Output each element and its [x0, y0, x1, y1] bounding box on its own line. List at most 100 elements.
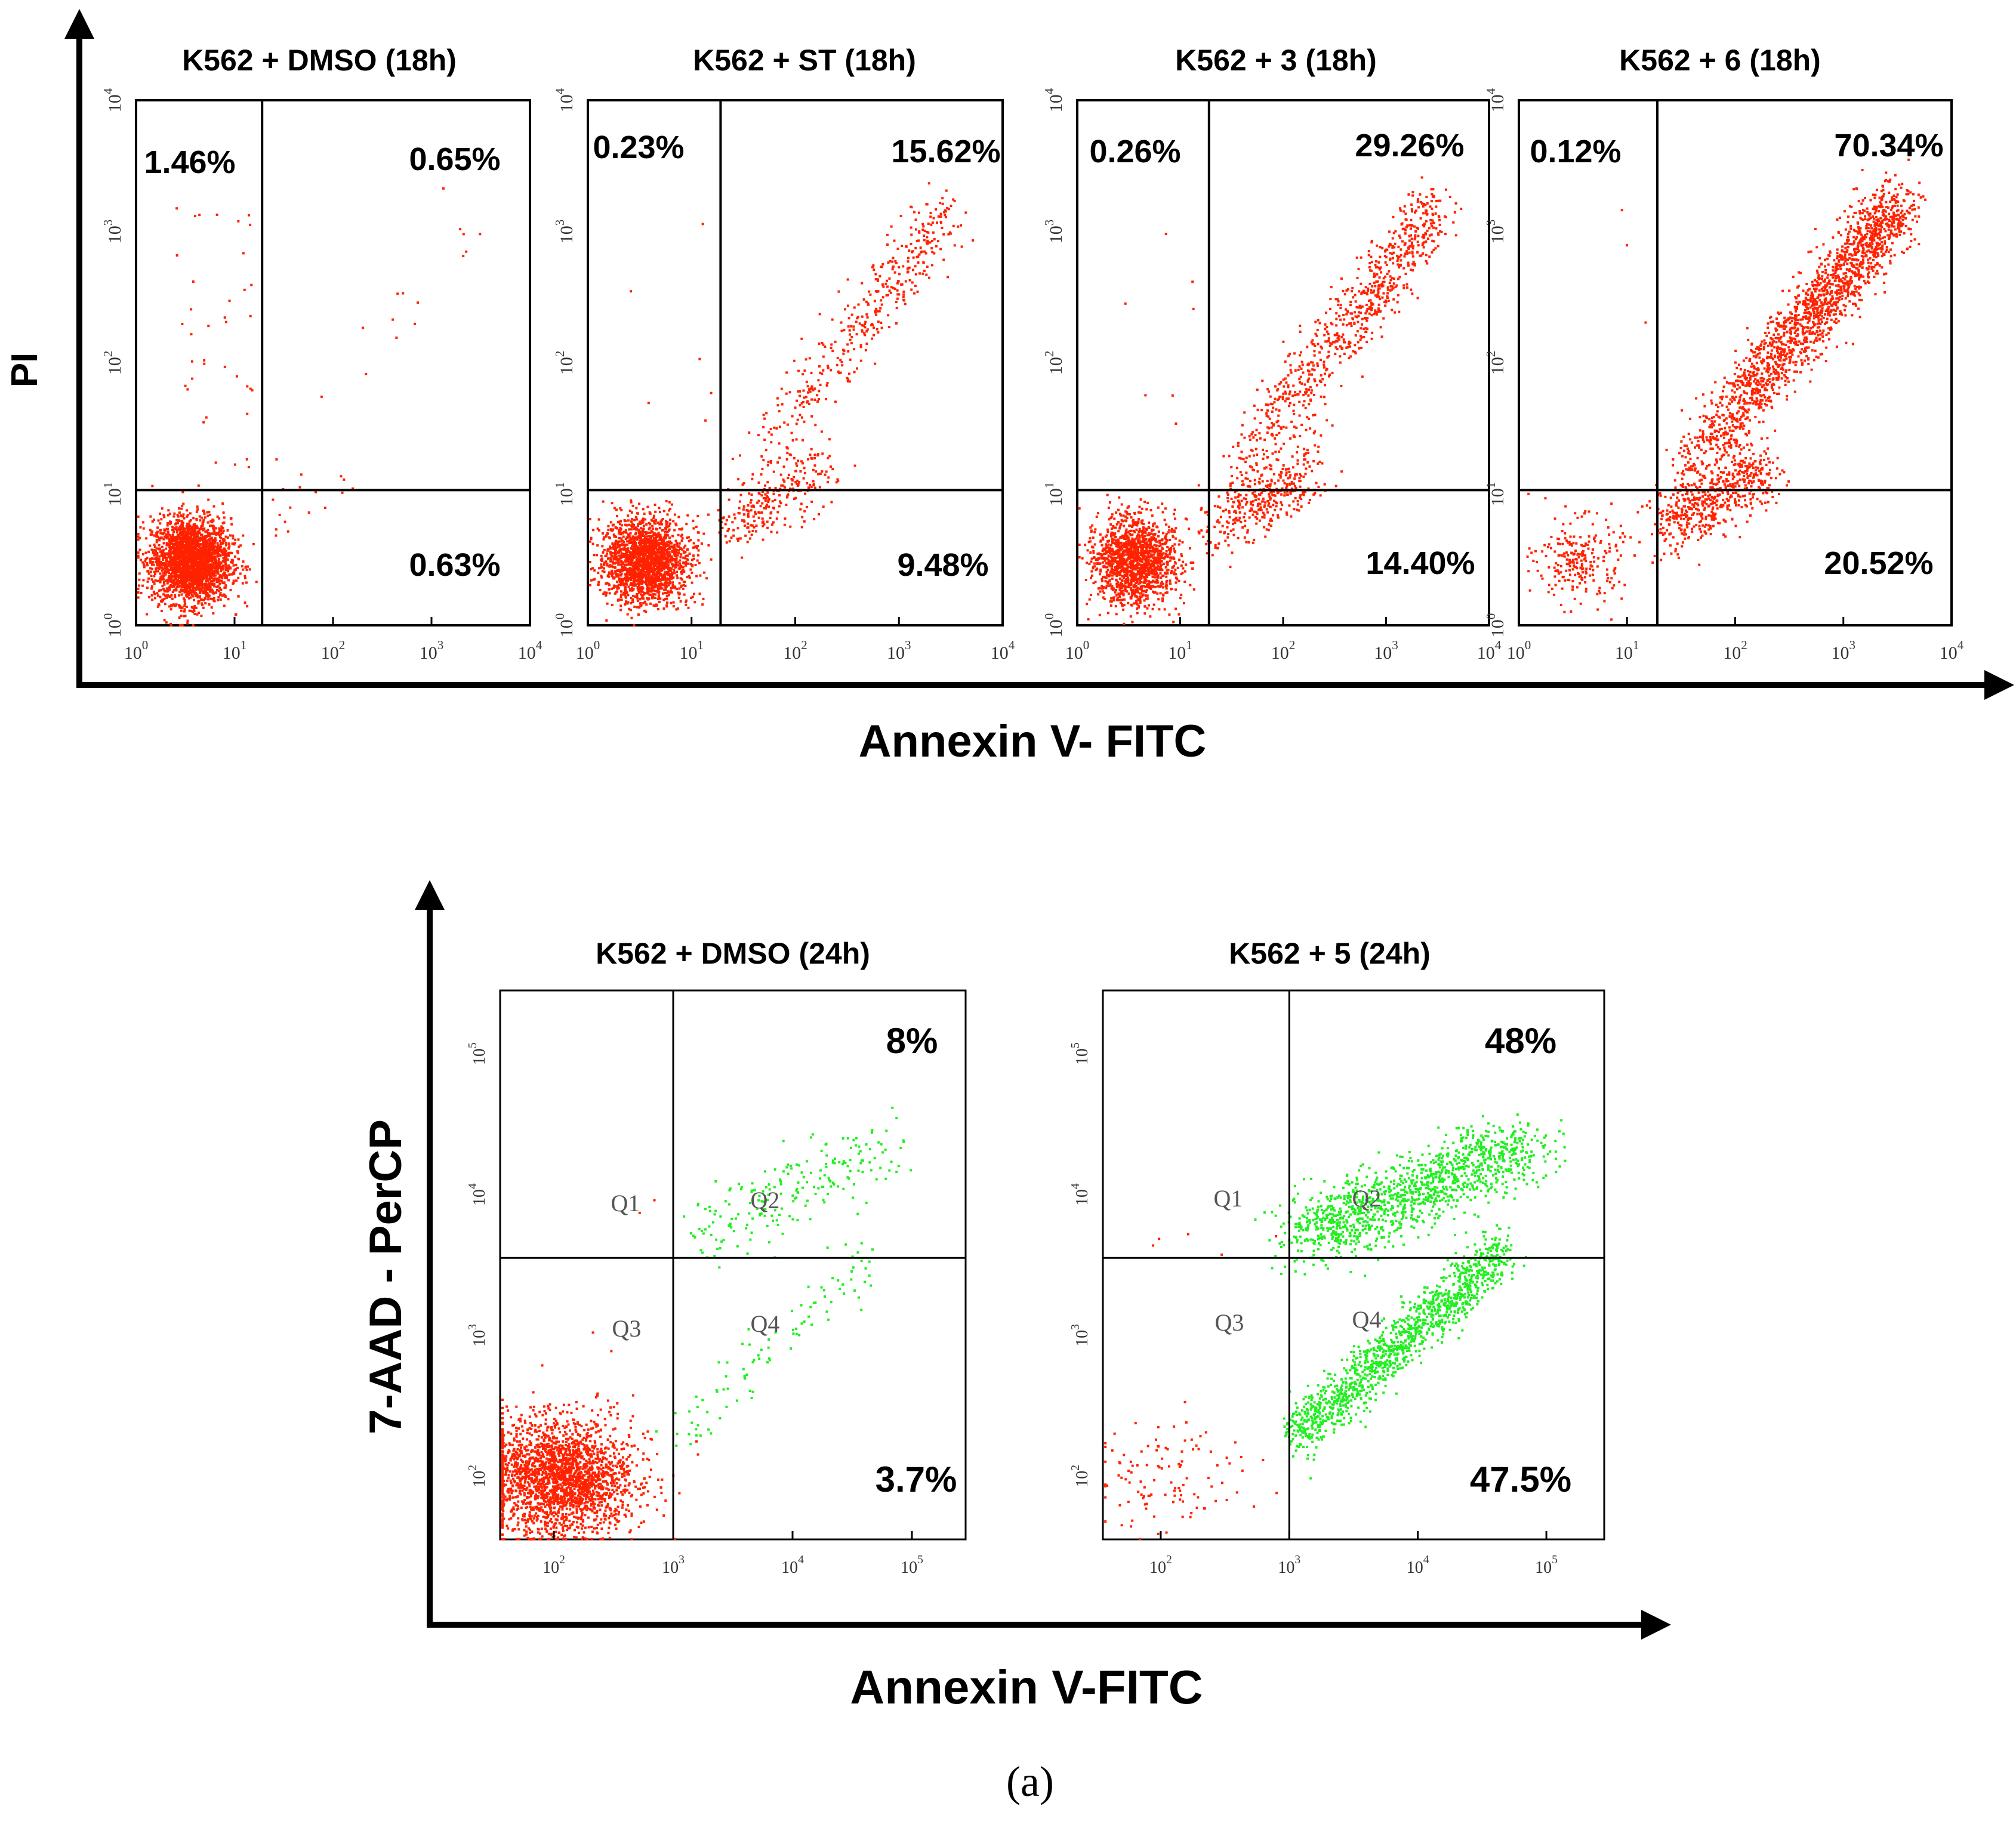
- event-point: [175, 566, 178, 569]
- event-point: [165, 556, 168, 559]
- event-point: [911, 281, 914, 284]
- event-point: [847, 325, 850, 328]
- event-point: [202, 587, 205, 590]
- event-point: [648, 587, 651, 590]
- event-point: [754, 513, 757, 516]
- event-point: [807, 402, 810, 405]
- event-point: [728, 515, 730, 518]
- event-point: [181, 624, 184, 626]
- event-point: [902, 290, 905, 293]
- event-point: [156, 554, 159, 557]
- event-point: [138, 578, 141, 581]
- event-point: [221, 581, 224, 584]
- event-point: [184, 583, 187, 586]
- event-point: [652, 532, 655, 535]
- event-point: [891, 260, 894, 263]
- event-point: [172, 539, 175, 542]
- event-point: [158, 547, 161, 550]
- event-point: [218, 563, 221, 566]
- event-point: [648, 511, 651, 514]
- event-point: [614, 526, 617, 529]
- event-point: [220, 574, 223, 577]
- event-point: [175, 207, 178, 210]
- event-point: [642, 594, 645, 597]
- event-point: [177, 515, 180, 518]
- event-point: [175, 526, 178, 529]
- event-point: [617, 583, 620, 586]
- event-point: [630, 576, 633, 579]
- event-point: [921, 229, 924, 232]
- event-point: [620, 560, 623, 563]
- event-point: [597, 529, 600, 532]
- event-point: [224, 559, 227, 562]
- event-point: [628, 557, 631, 560]
- event-point: [183, 570, 186, 573]
- event-point: [214, 567, 217, 570]
- event-point: [174, 562, 177, 565]
- event-point: [795, 438, 798, 441]
- y-tick-label: 104: [101, 88, 125, 112]
- event-point: [204, 551, 207, 554]
- event-point: [175, 560, 178, 563]
- event-point: [653, 504, 656, 507]
- event-point: [162, 593, 165, 596]
- event-point: [184, 384, 187, 387]
- x-tick-label: 103: [420, 638, 444, 663]
- event-point: [183, 608, 186, 611]
- event-point: [602, 500, 605, 503]
- event-point: [462, 233, 465, 236]
- event-point: [638, 502, 641, 505]
- event-point: [195, 594, 198, 597]
- event-point: [215, 527, 218, 530]
- event-point: [196, 578, 199, 581]
- event-point: [192, 527, 195, 530]
- event-point: [680, 553, 683, 556]
- event-point: [667, 529, 670, 532]
- event-point: [645, 547, 648, 550]
- x-tick-label: 104: [518, 638, 542, 663]
- event-point: [685, 600, 688, 603]
- event-point: [673, 544, 676, 547]
- event-point: [207, 532, 210, 535]
- event-point: [619, 526, 622, 529]
- event-point: [459, 228, 462, 231]
- event-point: [874, 273, 877, 276]
- event-point: [220, 533, 223, 536]
- event-point: [201, 572, 204, 575]
- event-point: [762, 520, 765, 523]
- event-point: [175, 573, 178, 576]
- event-point: [229, 567, 232, 570]
- event-point: [601, 532, 604, 535]
- event-point: [652, 593, 655, 596]
- event-point: [179, 573, 182, 576]
- event-point: [732, 534, 735, 537]
- event-point: [206, 566, 209, 569]
- event-point: [223, 521, 226, 524]
- event-point: [207, 595, 210, 598]
- event-point: [682, 584, 685, 587]
- event-point: [196, 571, 199, 574]
- event-point: [776, 531, 779, 534]
- event-point: [668, 501, 671, 504]
- event-point: [195, 510, 198, 513]
- event-point: [215, 532, 218, 535]
- event-point: [665, 526, 668, 529]
- event-point: [161, 569, 164, 572]
- event-point: [183, 610, 186, 613]
- event-point: [812, 480, 815, 483]
- event-point: [185, 538, 188, 541]
- event-point: [658, 538, 661, 541]
- event-point: [853, 348, 856, 351]
- event-point: [174, 536, 177, 539]
- event-point: [216, 542, 219, 545]
- event-point: [215, 591, 218, 594]
- event-point: [194, 557, 197, 560]
- event-point: [180, 507, 183, 510]
- event-point: [696, 531, 699, 534]
- event-point: [209, 564, 212, 567]
- event-point: [206, 578, 209, 581]
- event-point: [200, 516, 203, 519]
- y-tick-label: 100: [101, 613, 125, 638]
- event-point: [150, 594, 153, 597]
- event-point: [615, 546, 618, 549]
